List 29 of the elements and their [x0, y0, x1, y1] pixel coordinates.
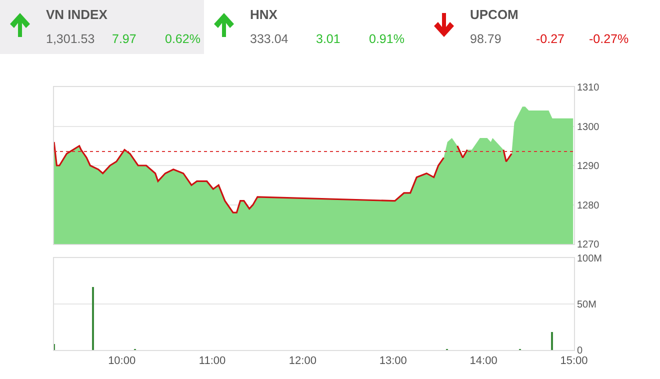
- text: 0.62%: [165, 32, 200, 46]
- text: UPCOM: [470, 7, 518, 22]
- y-tick-label: 1290: [577, 161, 600, 172]
- text: -0.27%: [589, 32, 629, 46]
- text: 7.97: [112, 32, 136, 46]
- y-tick-label: 1310: [577, 82, 600, 94]
- y-tick-label: 1300: [577, 122, 600, 133]
- y-tick-label: 50M: [577, 300, 596, 310]
- text: 3.01: [316, 32, 340, 46]
- text: HNX: [250, 7, 278, 22]
- text: VN INDEX: [46, 7, 108, 22]
- y-tick-label: 0: [577, 346, 583, 356]
- text: -0.27: [536, 32, 564, 46]
- x-tick-label: 11:00: [198, 355, 226, 368]
- bar: [92, 287, 94, 350]
- x-tick-label: 15:00: [560, 355, 588, 368]
- text: 0.91%: [369, 32, 404, 46]
- text: 1,301.53: [46, 32, 95, 46]
- y-tick-label: 1280: [577, 200, 600, 212]
- x-tick-label: 10:00: [108, 355, 136, 368]
- x-tick-label: 13:00: [379, 355, 407, 368]
- y-tick-label: 100M: [577, 254, 602, 264]
- text: 98.79: [470, 32, 502, 46]
- y-tick-label: 1270: [577, 240, 600, 250]
- bar: [551, 332, 553, 350]
- line-series: [54, 141, 445, 214]
- x-tick-label: 14:00: [470, 355, 498, 368]
- text: 333.04: [250, 32, 288, 46]
- x-tick-label: 12:00: [288, 355, 316, 368]
